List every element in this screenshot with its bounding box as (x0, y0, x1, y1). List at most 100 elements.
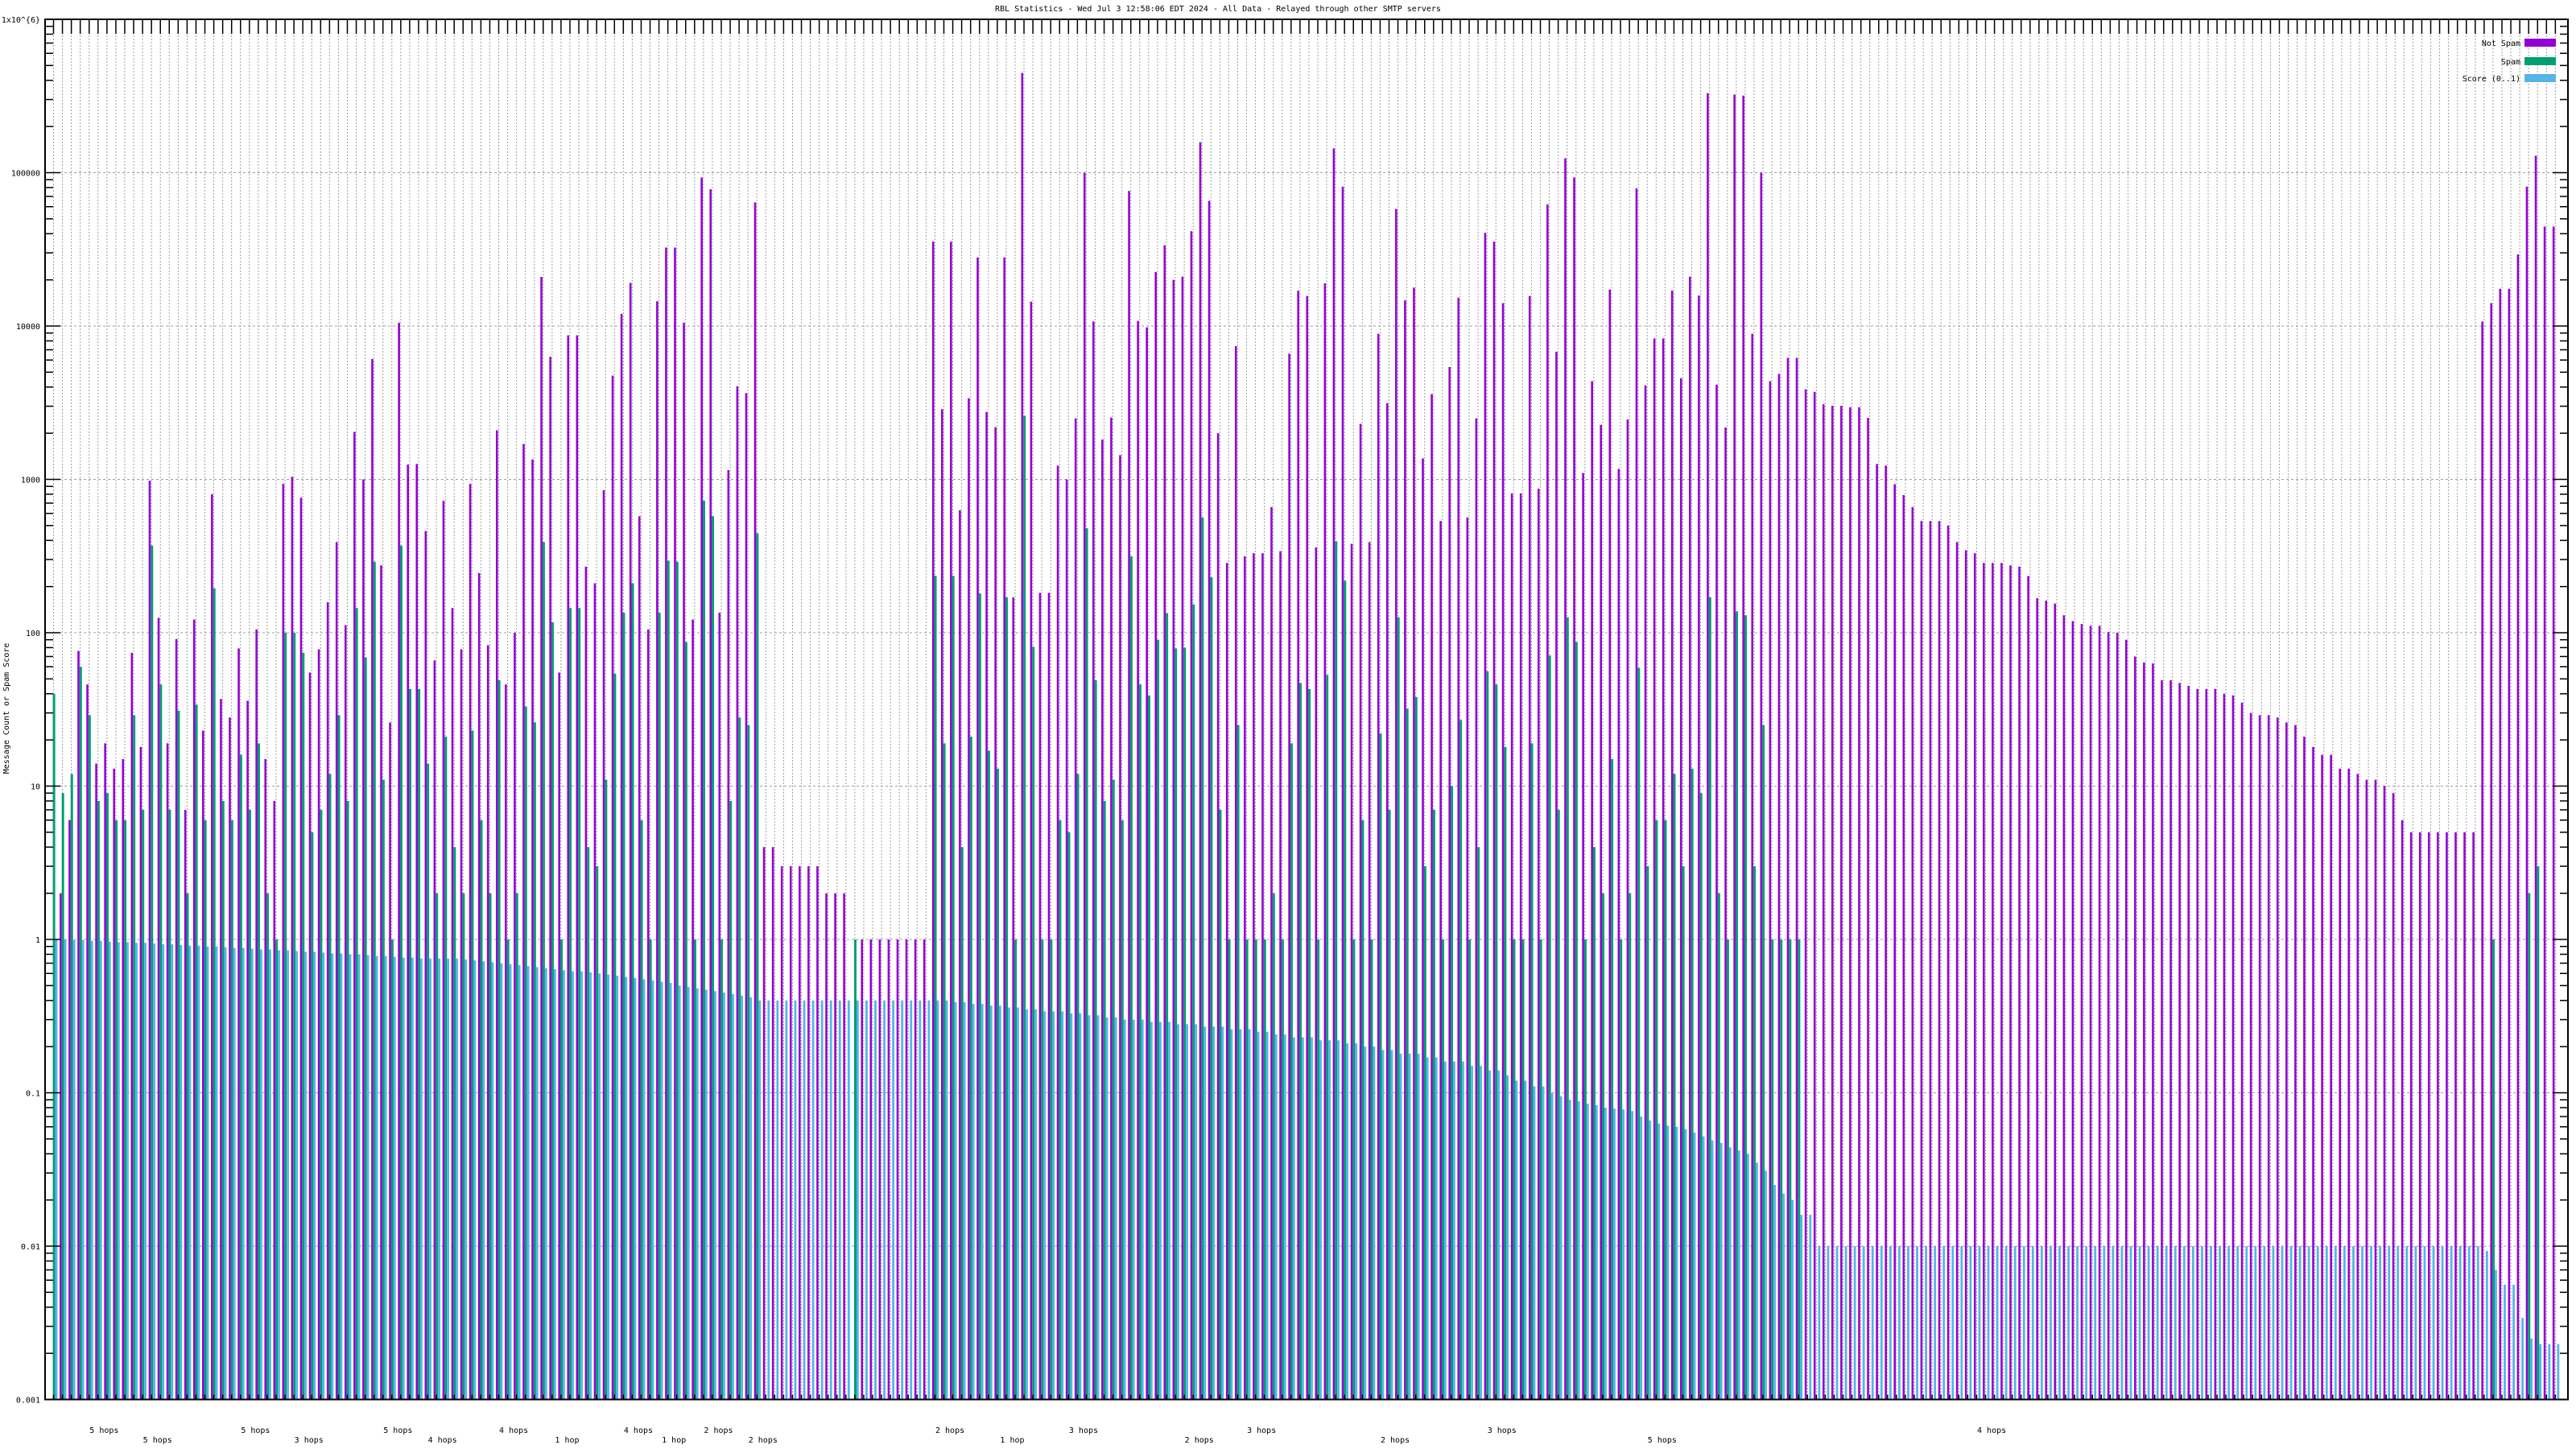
bar-score-0-1 (1568, 1100, 1571, 1400)
bar-spam (1192, 604, 1195, 1400)
bar-not-spam (514, 633, 516, 1400)
bar-not-spam (1368, 542, 1371, 1400)
bar-score-0-1 (998, 1005, 1001, 1400)
bar-not-spam (1306, 295, 1309, 1400)
bar-score-0-1 (2343, 1246, 2346, 1400)
bar-score-0-1 (2458, 1246, 2462, 1400)
bar-not-spam (344, 625, 347, 1400)
bar-spam (1557, 810, 1560, 1400)
bar-not-spam (1538, 489, 1540, 1400)
bar-score-0-1 (1960, 1246, 1963, 1400)
bar-not-spam (611, 375, 614, 1400)
x-category-label: 5 hops (241, 1426, 270, 1435)
bar-score-0-1 (2495, 1269, 2497, 1400)
bar-not-spam (184, 810, 187, 1400)
y-tick-label: 10000 (16, 323, 40, 332)
bar-spam (337, 715, 341, 1400)
bar-not-spam (1359, 423, 1362, 1400)
bar-score-0-1 (1586, 1103, 1589, 1400)
bar-score-0-1 (954, 1001, 957, 1400)
bar-not-spam (1813, 391, 1816, 1400)
bar-spam (506, 939, 510, 1400)
bar-not-spam (2187, 686, 2190, 1400)
bar-not-spam (1724, 427, 1727, 1400)
bar-spam (151, 545, 154, 1400)
bar-not-spam (2018, 566, 2021, 1400)
bar-spam (1326, 675, 1329, 1400)
x-category-label: 2 hops (1185, 1436, 1214, 1445)
bar-score-0-1 (1417, 1053, 1420, 1400)
bar-not-spam (816, 866, 819, 1400)
bar-score-0-1 (1088, 1015, 1091, 1400)
bar-not-spam (1128, 191, 1130, 1400)
x-category-label: 1 hop (1000, 1436, 1024, 1445)
bar-not-spam (1617, 469, 1620, 1400)
bar-not-spam (2499, 288, 2502, 1400)
bar-spam (364, 657, 367, 1400)
bar-score-0-1 (2013, 1246, 2017, 1400)
bar-score-0-1 (1141, 1019, 1144, 1400)
bar-score-0-1 (1515, 1080, 1518, 1400)
bar-spam (747, 724, 750, 1400)
bar-score-0-1 (625, 976, 628, 1400)
bar-score-0-1 (2245, 1246, 2248, 1400)
bar-score-0-1 (429, 958, 431, 1400)
bar-score-0-1 (1292, 1037, 1295, 1400)
bar-not-spam (2339, 768, 2342, 1400)
bar-not-spam (1199, 142, 1202, 1400)
bar-spam (1103, 800, 1106, 1400)
bar-score-0-1 (1132, 1019, 1135, 1400)
x-category-label: 2 hops (749, 1436, 778, 1445)
bar-not-spam (2258, 715, 2261, 1400)
bar-not-spam (629, 283, 632, 1400)
bar-not-spam (1323, 283, 1327, 1400)
bar-not-spam (2525, 186, 2529, 1400)
bar-spam (1129, 556, 1133, 1400)
bar-not-spam (1715, 384, 1718, 1400)
bar-not-spam (2356, 774, 2359, 1400)
bar-spam (720, 939, 724, 1400)
x-category-label: 4 hops (1977, 1426, 2006, 1435)
bar-score-0-1 (2201, 1246, 2203, 1400)
bar-score-0-1 (447, 958, 450, 1400)
bar-score-0-1 (1390, 1050, 1393, 1400)
bar-score-0-1 (651, 980, 654, 1400)
bar-spam (1477, 847, 1480, 1400)
bar-not-spam (2223, 693, 2226, 1400)
bar-spam (622, 613, 625, 1400)
bar-score-0-1 (1862, 1246, 1865, 1400)
bar-not-spam (2231, 695, 2235, 1400)
bar-not-spam (1297, 291, 1299, 1400)
bar-not-spam (486, 645, 489, 1400)
bar-spam (1299, 683, 1302, 1400)
bar-not-spam (1038, 592, 1042, 1400)
bar-score-0-1 (1524, 1080, 1527, 1400)
bar-score-0-1 (616, 976, 619, 1400)
bar-spam (952, 576, 955, 1400)
bar-score-0-1 (2504, 1284, 2506, 1400)
bar-score-0-1 (607, 974, 610, 1400)
bar-spam (1361, 819, 1364, 1400)
bar-score-0-1 (393, 956, 396, 1400)
bar-score-0-1 (776, 1000, 779, 1400)
bar-score-0-1 (1195, 1024, 1198, 1400)
bar-score-0-1 (2182, 1246, 2186, 1400)
bar-spam (1423, 866, 1426, 1400)
bar-spam (221, 800, 225, 1400)
bar-score-0-1 (1719, 1142, 1723, 1400)
bar-score-0-1 (2370, 1246, 2372, 1400)
bar-spam (960, 847, 964, 1400)
bar-not-spam (691, 619, 694, 1400)
bar-score-0-1 (518, 964, 521, 1400)
x-category-label: 1 hop (662, 1436, 686, 1445)
bar-spam (1414, 697, 1418, 1400)
bar-score-0-1 (634, 977, 637, 1400)
bar-not-spam (1573, 177, 1575, 1400)
bar-not-spam (1475, 418, 1478, 1400)
bar-spam (97, 800, 100, 1400)
bar-not-spam (282, 484, 285, 1400)
bar-score-0-1 (1622, 1109, 1624, 1400)
bar-not-spam (220, 699, 222, 1400)
bar-not-spam (1074, 418, 1077, 1400)
bar-not-spam (522, 444, 525, 1400)
